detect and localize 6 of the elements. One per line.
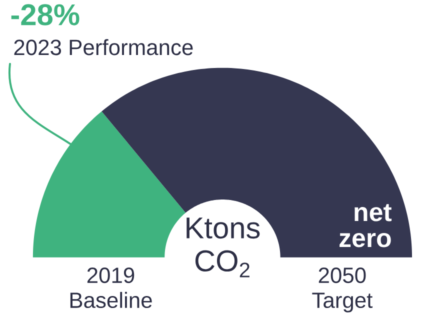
text: 2019 Baseline [70, 267, 152, 308]
slice-label: net zero [340, 204, 392, 248]
slice-label: 2023 Performance [14, 39, 193, 56]
text: Ktons CO$_{2}$ [186, 218, 260, 278]
text: 2050 Target [312, 267, 373, 312]
text: -28% [11, 4, 80, 26]
